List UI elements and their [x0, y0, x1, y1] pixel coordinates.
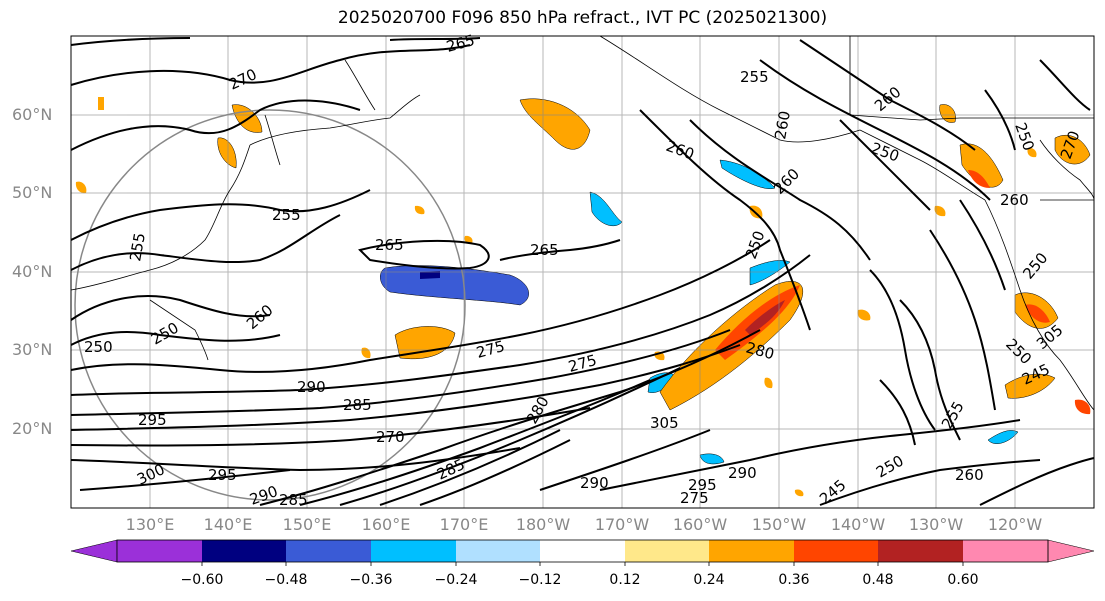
lon-label: 160°E	[361, 515, 411, 534]
contour-label: 290	[580, 474, 609, 492]
contour-label: 260	[1000, 191, 1029, 209]
colorbar-tick: 0.60	[947, 572, 979, 588]
colorbar-tick: −0.36	[349, 572, 393, 588]
colorbar-tick: 0.12	[609, 572, 641, 588]
boundaries	[849, 36, 1094, 201]
contour-label: 295	[688, 476, 717, 494]
colorbar	[70, 539, 1095, 566]
lon-label: 140°E	[203, 515, 253, 534]
contour-label: 290	[297, 378, 326, 396]
lat-label: 30°N	[12, 340, 53, 359]
map-title: 2025020700 F096 850 hPa refract., IVT PC…	[337, 8, 828, 28]
colorbar-tick: 0.24	[693, 572, 725, 588]
contour-label: 295	[208, 466, 237, 484]
lon-label: 140°W	[830, 515, 886, 534]
colorbar-tick: −0.60	[180, 572, 224, 588]
contour-label: 265	[530, 241, 559, 259]
refractivity-contours	[70, 37, 1095, 506]
contour-label: 255	[126, 231, 149, 262]
lon-label: 150°W	[751, 515, 807, 534]
graticule	[71, 36, 1094, 508]
range-circle	[74, 109, 466, 501]
lat-label: 40°N	[12, 262, 53, 281]
contour-label: 285	[279, 491, 308, 509]
lon-label: 160°W	[672, 515, 728, 534]
lat-label: 20°N	[12, 419, 53, 438]
contour-label: 255	[740, 68, 769, 86]
colorbar-tick: −0.48	[264, 572, 308, 588]
lat-label: 60°N	[12, 105, 53, 124]
contour-label: 260	[955, 466, 984, 484]
map-frame	[70, 35, 1095, 509]
lon-label: 170°W	[594, 515, 650, 534]
lon-label: 180°W	[515, 515, 571, 534]
lon-label: 170°E	[439, 515, 489, 534]
contour-label: 285	[343, 396, 372, 414]
contour-label: 270	[376, 428, 405, 446]
lon-label: 150°E	[282, 515, 332, 534]
ivt-shading	[75, 97, 1091, 497]
contour-label: 290	[728, 464, 757, 482]
colorbar-tick: −0.12	[518, 572, 562, 588]
contour-label: 260	[771, 109, 794, 140]
contour-label: 250	[84, 338, 113, 356]
lon-label: 120°W	[987, 515, 1043, 534]
contour-label: 295	[138, 411, 167, 429]
lat-label: 50°N	[12, 183, 53, 202]
colorbar-tick: 0.48	[862, 572, 894, 588]
colorbar-tick: −0.24	[434, 572, 478, 588]
contour-label: 275	[680, 489, 709, 507]
lon-label: 130°W	[908, 515, 964, 534]
contour-label: 265	[375, 236, 404, 254]
lon-label: 130°E	[125, 515, 175, 534]
coastlines	[70, 35, 1095, 411]
contour-label: 255	[272, 206, 301, 224]
colorbar-tick: 0.36	[778, 572, 810, 588]
contour-label: 305	[650, 414, 679, 432]
